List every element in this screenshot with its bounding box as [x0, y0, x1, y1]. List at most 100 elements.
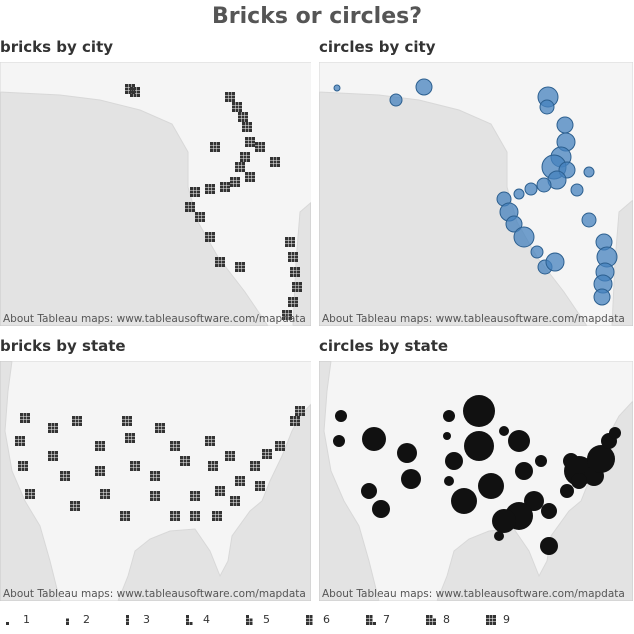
brick	[230, 184, 233, 187]
brick	[73, 501, 77, 504]
legend-brick	[369, 615, 373, 618]
brick	[205, 443, 208, 446]
brick	[193, 518, 197, 521]
brick	[212, 443, 215, 446]
brick	[288, 300, 291, 304]
brick	[238, 112, 241, 115]
brick	[208, 461, 211, 464]
brick	[197, 187, 200, 190]
brick	[120, 518, 123, 521]
brick	[95, 441, 98, 444]
brick	[103, 496, 107, 499]
brick	[77, 501, 80, 504]
brick	[95, 473, 98, 476]
brick	[288, 304, 291, 307]
brick	[130, 468, 133, 471]
brick	[248, 140, 252, 144]
brick	[230, 499, 233, 503]
brick	[162, 430, 165, 433]
brick	[245, 175, 248, 179]
brick	[270, 157, 273, 160]
brick	[262, 481, 265, 484]
brick	[205, 187, 208, 191]
map-circle	[492, 509, 516, 533]
brick	[67, 471, 70, 474]
brick	[177, 444, 180, 448]
brick	[247, 155, 250, 159]
brick	[137, 464, 140, 468]
brick	[255, 149, 258, 152]
brick	[122, 423, 125, 426]
brick	[197, 494, 200, 498]
legend-icon	[126, 615, 129, 625]
brick	[18, 436, 22, 439]
brick	[282, 441, 285, 444]
map-circle	[505, 215, 523, 233]
brick	[197, 514, 200, 518]
brick	[192, 205, 195, 209]
legend-brick	[433, 618, 436, 622]
brick	[20, 413, 23, 416]
legend-label: 8	[443, 613, 450, 626]
brick	[239, 105, 242, 109]
brick	[302, 413, 305, 416]
brick	[291, 252, 295, 255]
brick	[133, 468, 137, 471]
brick	[25, 468, 28, 471]
brick	[129, 416, 132, 419]
brick	[248, 175, 252, 179]
brick	[205, 191, 208, 194]
brick	[255, 488, 258, 491]
map-circle	[333, 84, 341, 92]
brick	[208, 184, 212, 187]
brick	[125, 419, 129, 423]
brick	[265, 452, 269, 456]
brick	[183, 463, 187, 466]
legend-label: 2	[83, 613, 90, 626]
brick	[153, 478, 157, 481]
map-panel	[0, 62, 311, 326]
brick	[235, 476, 238, 479]
brick	[187, 456, 190, 459]
brick	[195, 219, 198, 222]
legend-label: 6	[323, 613, 330, 626]
brick	[208, 439, 212, 443]
brick	[262, 149, 265, 152]
brick	[235, 483, 238, 486]
brick	[247, 159, 250, 162]
brick	[137, 90, 140, 94]
brick	[75, 419, 79, 423]
brick	[193, 491, 197, 494]
brick	[282, 444, 285, 448]
map-attribution: About Tableau maps: www.tableausoftware.…	[3, 313, 306, 325]
brick	[133, 464, 137, 468]
brick	[157, 478, 160, 481]
brick	[102, 469, 105, 473]
brick	[238, 115, 241, 119]
legend-brick	[426, 615, 429, 618]
brick	[125, 91, 128, 94]
brick	[238, 262, 242, 265]
brick	[32, 489, 35, 492]
brick	[70, 501, 73, 504]
brick	[95, 448, 98, 451]
brick	[205, 439, 208, 443]
brick	[173, 518, 177, 521]
brick	[235, 265, 238, 269]
brick	[249, 122, 252, 125]
legend-icon	[486, 615, 496, 625]
brick	[239, 109, 242, 112]
legend-label: 7	[383, 613, 390, 626]
brick	[242, 169, 245, 172]
brick	[255, 484, 258, 488]
brick	[120, 511, 123, 514]
legend-icon	[426, 615, 436, 625]
brick	[63, 478, 67, 481]
brick	[73, 508, 77, 511]
brick	[245, 140, 248, 144]
map-circle	[443, 432, 451, 440]
brick	[289, 310, 292, 313]
brick	[213, 149, 217, 152]
legend-brick	[493, 618, 496, 622]
brick	[130, 87, 133, 90]
